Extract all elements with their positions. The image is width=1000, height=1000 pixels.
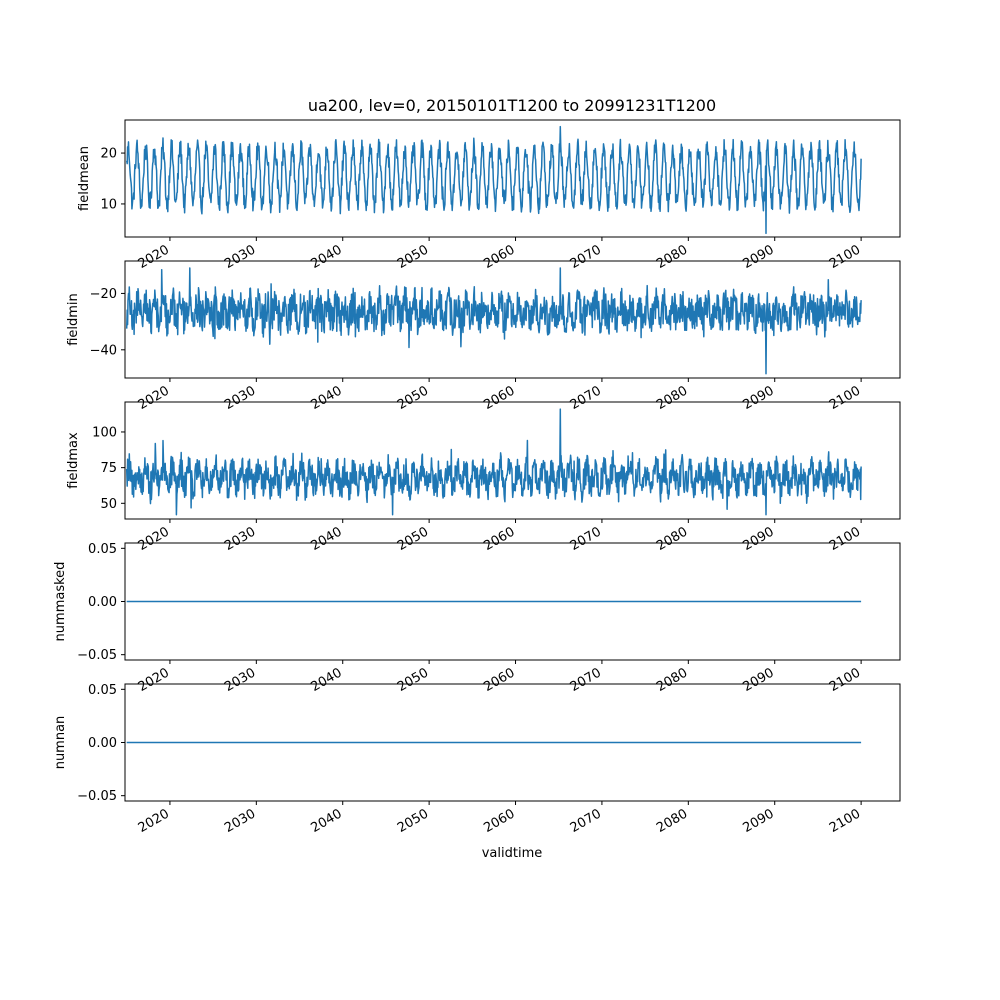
series-line-fieldmean bbox=[125, 125, 862, 235]
y-axis-label-nummasked: nummasked bbox=[53, 562, 68, 642]
y-tick-label-fieldmax: 50 bbox=[100, 497, 117, 512]
y-axis-label-fieldmin: fieldmin bbox=[66, 293, 81, 346]
y-axis-label-numnan: numnan bbox=[53, 716, 68, 770]
y-tick-label-fieldmean: 20 bbox=[100, 147, 117, 162]
x-axis-label: validtime bbox=[482, 846, 543, 861]
y-axis-label-fieldmax: fieldmax bbox=[66, 432, 81, 489]
y-tick-label-numnan: 0.05 bbox=[88, 683, 117, 698]
y-axis-label-fieldmean: fieldmean bbox=[77, 146, 92, 211]
y-tick-label-nummasked: −0.05 bbox=[77, 648, 117, 663]
y-tick-label-fieldmean: 10 bbox=[100, 197, 117, 212]
y-tick-label-numnan: −0.05 bbox=[77, 789, 117, 804]
series-line-fieldmin bbox=[125, 267, 862, 375]
y-tick-label-nummasked: 0.00 bbox=[88, 595, 117, 610]
y-tick-label-fieldmin: −20 bbox=[90, 287, 117, 302]
axes-frame-fieldmin bbox=[124, 260, 901, 379]
chart-title: ua200, lev=0, 20150101T1200 to 20991231T… bbox=[308, 96, 716, 115]
y-tick-label-fieldmax: 100 bbox=[92, 425, 117, 440]
y-tick-label-numnan: 0.00 bbox=[88, 736, 117, 751]
y-tick-label-fieldmin: −40 bbox=[90, 343, 117, 358]
axes-frame-fieldmean bbox=[124, 119, 901, 238]
series-line-fieldmax bbox=[125, 408, 862, 516]
axes-frame-fieldmax bbox=[124, 401, 901, 520]
y-tick-label-fieldmax: 75 bbox=[100, 461, 117, 476]
y-tick-label-nummasked: 0.05 bbox=[88, 542, 117, 557]
